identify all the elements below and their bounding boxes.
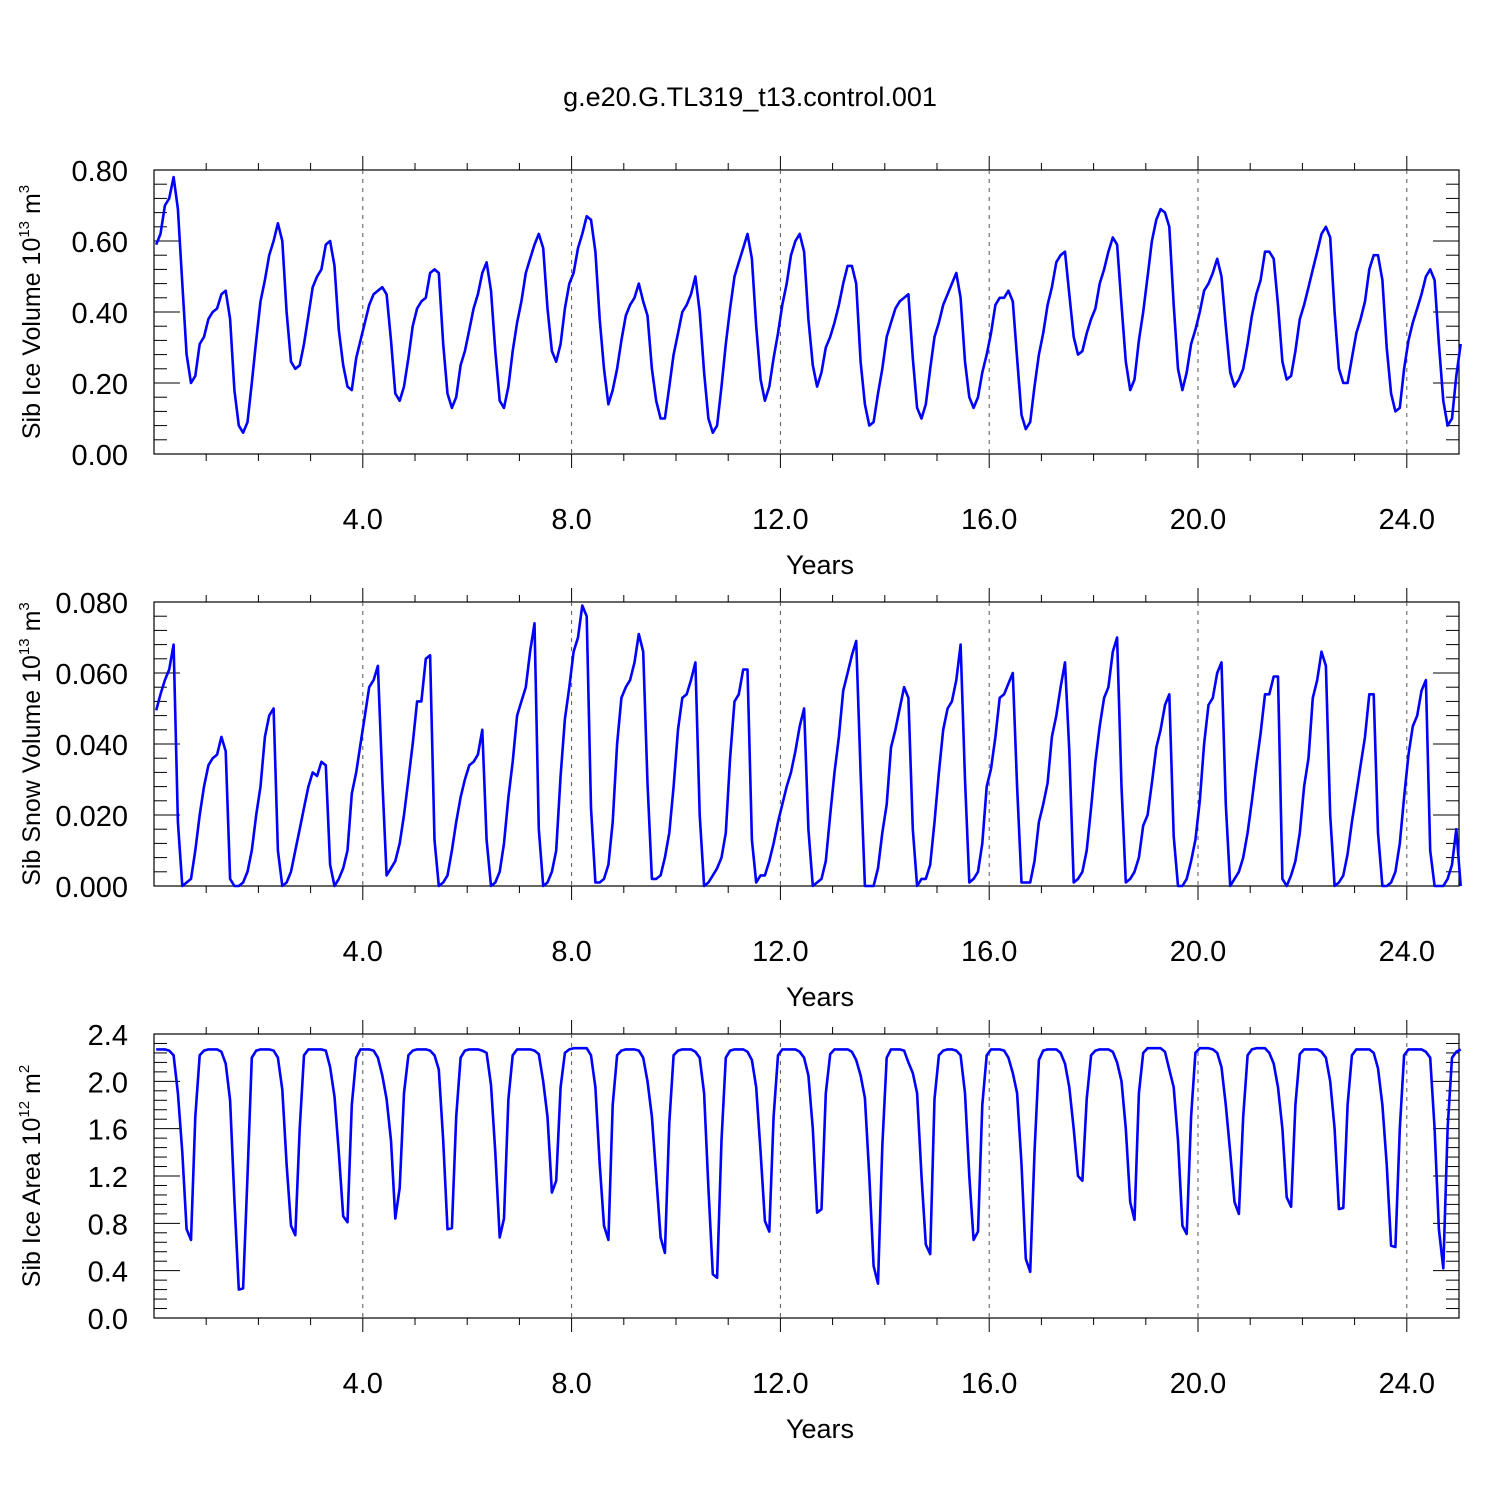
y-tick-label: 0.0	[88, 1304, 128, 1336]
y-tick-label: 0.020	[55, 801, 128, 833]
x-tick-label: 8.0	[551, 504, 591, 536]
x-tick-label: 4.0	[343, 936, 383, 968]
x-tick-label: 20.0	[1170, 504, 1226, 536]
y-tick-label: 0.8	[88, 1209, 128, 1241]
y-axis-label-unit-exp: 3	[16, 185, 33, 193]
y-tick-label: 0.000	[55, 872, 128, 904]
y-axis-label-unit: m	[18, 611, 46, 639]
y-axis-label-text: Sib Ice Area 10	[18, 1118, 46, 1288]
x-axis-label: Years	[786, 1414, 854, 1444]
y-axis-label-exp: 13	[16, 638, 33, 655]
y-tick-label: 0.00	[72, 440, 128, 472]
x-axis-label: Years	[786, 982, 854, 1012]
x-tick-label: 16.0	[961, 936, 1017, 968]
chart-panel-3: 4.0 8.0 12.0 16.0 20.0 24.0 Years 0.0 0.4 0.8 1.2 1…	[16, 1020, 1462, 1444]
y-tick-label: 0.80	[72, 156, 128, 188]
x-tick-label: 12.0	[752, 936, 808, 968]
y-tick-label: 1.6	[88, 1115, 128, 1147]
y-tick-label: 1.2	[88, 1162, 128, 1194]
x-tick-label: 12.0	[752, 1368, 808, 1400]
x-axis-label: Years	[786, 550, 854, 580]
y-axis-label-unit-exp: 3	[16, 602, 33, 610]
x-tick-label: 4.0	[343, 504, 383, 536]
chart-panel-2: 4.0 8.0 12.0 16.0 20.0 24.0 Years 0.000 0.020 0.0…	[16, 588, 1462, 1012]
y-axis-label: Sib Ice Volume 1013 m3	[16, 185, 46, 439]
y-axis-label-unit: m	[18, 1073, 46, 1101]
y-tick-label: 0.40	[72, 298, 128, 330]
y-axis-label: Sib Ice Area 1012 m2	[16, 1065, 46, 1287]
chart-title: g.e20.G.TL319_t13.control.001	[563, 82, 937, 112]
x-tick-label: 16.0	[961, 1368, 1017, 1400]
y-tick-label: 0.20	[72, 369, 128, 401]
y-axis-label-exp: 13	[16, 221, 33, 238]
x-tick-label: 24.0	[1379, 504, 1435, 536]
y-axis-label-text: Sib Snow Volume 10	[18, 655, 46, 886]
series-line-1	[156, 1046, 1462, 1291]
chart-panel-1: 4.0 8.0 12.0 16.0 20.0 24.0 Years 0.00 0.20 0.40 0…	[16, 156, 1462, 580]
y-tick-label: 0.040	[55, 730, 128, 762]
x-tick-label: 8.0	[551, 936, 591, 968]
x-tick-label: 12.0	[752, 504, 808, 536]
x-tick-label: 24.0	[1379, 936, 1435, 968]
x-tick-label: 16.0	[961, 504, 1017, 536]
y-axis-label-unit: m	[18, 193, 46, 221]
x-tick-label: 24.0	[1379, 1368, 1435, 1400]
x-tick-label: 20.0	[1170, 936, 1226, 968]
y-axis-label-exp: 12	[16, 1101, 33, 1118]
y-axis-label-unit-exp: 2	[16, 1065, 33, 1073]
series-line-1	[154, 175, 1462, 435]
y-tick-label: 0.60	[72, 227, 128, 259]
y-tick-label: 2.0	[88, 1067, 128, 1099]
y-axis-label-text: Sib Ice Volume 10	[18, 238, 46, 440]
y-tick-label: 0.080	[55, 588, 128, 620]
y-tick-label: 2.4	[88, 1020, 128, 1052]
series-line-1	[154, 604, 1462, 888]
x-tick-label: 20.0	[1170, 1368, 1226, 1400]
y-tick-label: 0.060	[55, 659, 128, 691]
x-tick-label: 4.0	[343, 1368, 383, 1400]
x-tick-label: 8.0	[551, 1368, 591, 1400]
y-tick-label: 0.4	[88, 1257, 128, 1289]
y-axis-label: Sib Snow Volume 1013 m3	[16, 602, 46, 886]
